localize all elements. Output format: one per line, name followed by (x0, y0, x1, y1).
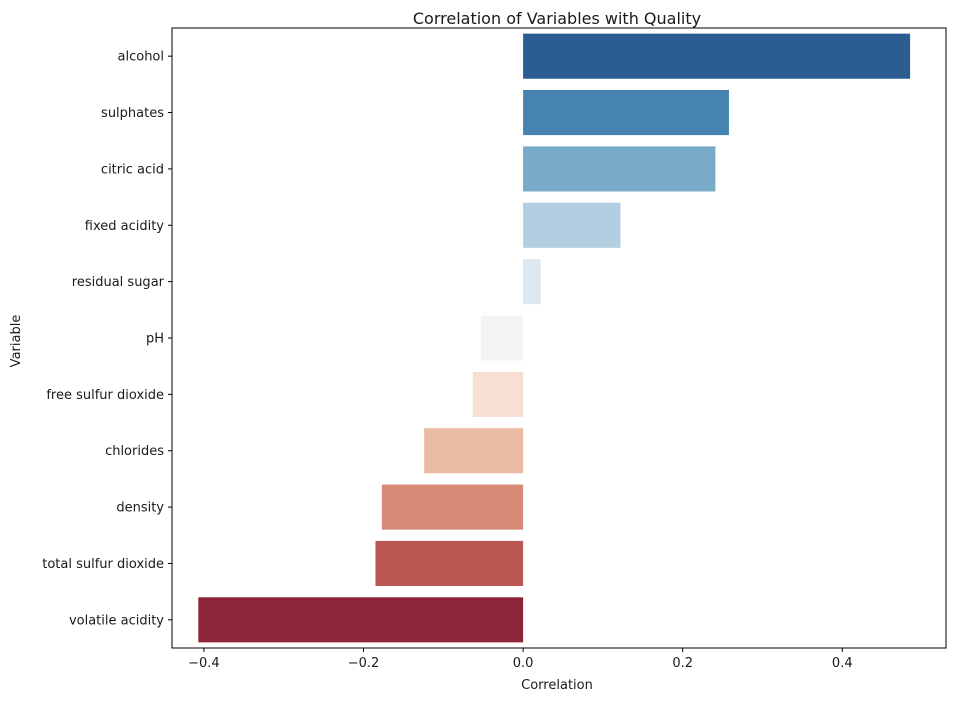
y-tick-label: citric acid (101, 162, 164, 177)
x-tick-label: 0.0 (513, 656, 534, 671)
y-tick-label: density (116, 501, 164, 516)
bar-ph (480, 315, 524, 361)
y-tick-label: residual sugar (72, 275, 165, 290)
y-axis-label: Variable (9, 315, 24, 368)
y-tick-label: total sulfur dioxide (42, 557, 164, 572)
y-tick-label: free sulfur dioxide (46, 388, 164, 403)
bar-residual-sugar (523, 259, 541, 305)
x-tick-label: 0.2 (672, 656, 693, 671)
bar-chlorides (424, 428, 524, 474)
bar-density (381, 484, 524, 530)
x-tick-label: −0.4 (188, 656, 220, 671)
x-axis-label: Correlation (521, 678, 593, 693)
bar-alcohol (523, 33, 911, 79)
chart-title: Correlation of Variables with Quality (413, 9, 701, 28)
y-tick-label: pH (146, 332, 164, 347)
bar-volatile-acidity (198, 597, 524, 643)
bars-layer (198, 33, 911, 643)
x-axis-ticks: −0.4 −0.2 0.0 0.2 0.4 (188, 648, 853, 671)
y-tick-label: fixed acidity (85, 219, 165, 234)
bar-citric-acid (523, 146, 716, 192)
y-tick-label: alcohol (118, 50, 164, 65)
x-tick-label: 0.4 (832, 656, 853, 671)
y-tick-label: chlorides (105, 444, 164, 459)
bar-total-sulfur-dioxide (375, 540, 524, 586)
bar-sulphates (523, 90, 729, 136)
y-tick-label: volatile acidity (69, 613, 164, 628)
y-axis-ticks: alcohol sulphates citric acid fixed acidity… (42, 50, 172, 628)
x-tick-label: −0.2 (348, 656, 380, 671)
bar-free-sulfur-dioxide (472, 371, 524, 417)
y-tick-label: sulphates (101, 106, 164, 121)
bar-fixed-acidity (523, 202, 621, 248)
